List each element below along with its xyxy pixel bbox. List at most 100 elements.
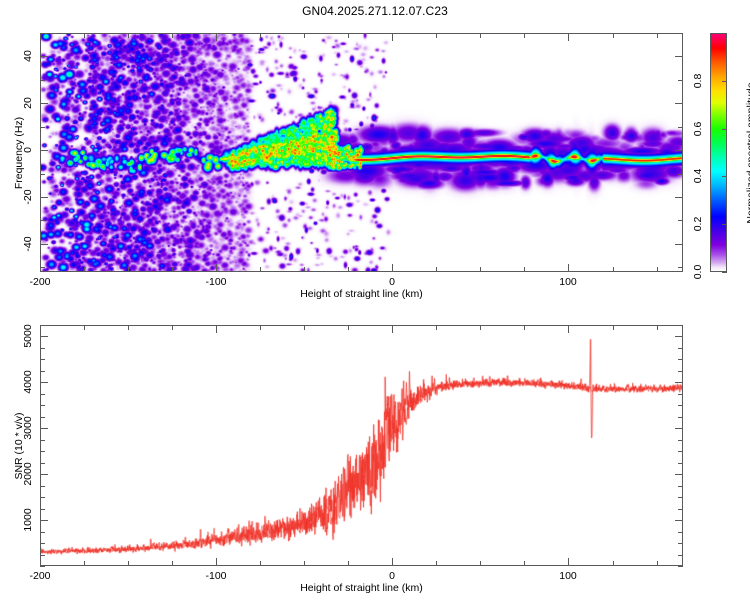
y-tick-label: 20 xyxy=(22,97,34,109)
minor-x-tick-top xyxy=(260,33,261,38)
major-x-tick xyxy=(568,264,570,272)
minor-y-tick xyxy=(40,325,45,326)
minor-x-tick-top xyxy=(128,33,129,38)
minor-y-tick xyxy=(40,80,45,81)
minor-y-tick-right xyxy=(678,440,683,441)
minor-y-tick-right xyxy=(678,33,683,34)
minor-y-tick xyxy=(40,348,45,349)
x-tick-label: 0 xyxy=(389,570,395,582)
major-x-tick-top xyxy=(216,325,218,333)
minor-x-tick-top xyxy=(436,325,437,330)
y-tick-label: 1000 xyxy=(22,508,34,532)
snr-plot[interactable] xyxy=(40,325,683,566)
y-tick-label: 5000 xyxy=(22,324,34,348)
minor-x-tick-top xyxy=(613,33,614,38)
minor-y-tick-right xyxy=(678,532,683,533)
major-y-tick-right xyxy=(675,150,683,152)
y-tick-label: -40 xyxy=(22,236,34,252)
minor-y-tick-right xyxy=(678,127,683,128)
major-x-tick xyxy=(216,264,218,272)
minor-y-tick-right xyxy=(678,497,683,498)
minor-x-tick xyxy=(304,267,305,272)
minor-x-tick-top xyxy=(84,33,85,38)
minor-x-tick xyxy=(128,267,129,272)
colorbar[interactable] xyxy=(710,33,727,272)
major-x-tick xyxy=(40,264,42,272)
y-tick-label: 4000 xyxy=(22,370,34,394)
minor-x-tick xyxy=(524,561,525,566)
major-y-tick xyxy=(40,474,48,476)
y-tick-label: 40 xyxy=(22,50,34,62)
x-tick-label: 0 xyxy=(389,276,395,288)
minor-y-tick-right xyxy=(678,359,683,360)
major-x-tick-top xyxy=(40,325,42,333)
colorbar-tick xyxy=(722,129,727,131)
major-x-tick-top xyxy=(568,33,570,41)
colorbar-tick-label: 0.0 xyxy=(692,264,704,280)
minor-y-tick xyxy=(40,359,45,360)
minor-x-tick xyxy=(613,267,614,272)
major-y-tick xyxy=(40,520,48,522)
colorbar-tick-label: 0.2 xyxy=(692,216,704,232)
minor-x-tick xyxy=(436,267,437,272)
colorbar-tick-label: 0.4 xyxy=(692,168,704,184)
minor-x-tick-top xyxy=(128,325,129,330)
minor-x-tick-top xyxy=(657,33,658,38)
major-y-tick xyxy=(40,150,48,152)
major-y-tick-right xyxy=(675,382,683,384)
page-title: GN04.2025.271.12.07.C23 xyxy=(302,4,448,18)
snr-x-axis-title: Height of straight line (km) xyxy=(300,582,423,594)
major-y-tick-right xyxy=(675,197,683,199)
minor-y-tick xyxy=(40,566,45,567)
minor-y-tick xyxy=(40,543,45,544)
minor-y-tick-right xyxy=(678,348,683,349)
major-x-tick xyxy=(568,558,570,566)
major-x-tick-top xyxy=(216,33,218,41)
x-tick-label: -100 xyxy=(205,570,227,582)
minor-y-tick-right xyxy=(678,566,683,567)
minor-x-tick xyxy=(524,267,525,272)
y-tick-label: -20 xyxy=(22,189,34,205)
x-tick-label: 100 xyxy=(559,276,577,288)
minor-x-tick xyxy=(260,561,261,566)
minor-y-tick xyxy=(40,509,45,510)
minor-x-tick-top xyxy=(304,325,305,330)
major-x-tick xyxy=(392,558,394,566)
spectrogram-plot[interactable] xyxy=(40,33,683,272)
major-x-tick-top xyxy=(568,325,570,333)
minor-y-tick xyxy=(40,405,45,406)
minor-y-tick-right xyxy=(678,267,683,268)
major-y-tick xyxy=(40,382,48,384)
minor-y-tick xyxy=(40,267,45,268)
major-y-tick-right xyxy=(675,103,683,105)
minor-x-tick-top xyxy=(480,325,481,330)
major-x-tick xyxy=(40,558,42,566)
minor-x-tick xyxy=(84,267,85,272)
minor-y-tick-right xyxy=(678,405,683,406)
minor-y-tick-right xyxy=(678,371,683,372)
minor-x-tick xyxy=(613,561,614,566)
major-x-tick-top xyxy=(392,33,394,41)
minor-y-tick xyxy=(40,555,45,556)
snr-canvas xyxy=(41,326,682,565)
minor-x-tick-top xyxy=(304,33,305,38)
major-y-tick xyxy=(40,197,48,199)
major-y-tick-right xyxy=(675,244,683,246)
minor-x-tick-top xyxy=(172,33,173,38)
minor-y-tick-right xyxy=(678,509,683,510)
minor-y-tick xyxy=(40,440,45,441)
minor-y-tick xyxy=(40,33,45,34)
minor-y-tick xyxy=(40,394,45,395)
minor-y-tick xyxy=(40,497,45,498)
minor-y-tick-right xyxy=(678,220,683,221)
colorbar-tick xyxy=(722,176,727,178)
major-y-tick xyxy=(40,428,48,430)
colorbar-title: Normalized spectral amplitude xyxy=(745,81,750,224)
major-y-tick xyxy=(40,336,48,338)
minor-y-tick xyxy=(40,463,45,464)
colorbar-tick-label: 0.8 xyxy=(692,73,704,89)
major-y-tick-right xyxy=(675,56,683,58)
minor-x-tick-top xyxy=(84,325,85,330)
minor-x-tick xyxy=(348,267,349,272)
